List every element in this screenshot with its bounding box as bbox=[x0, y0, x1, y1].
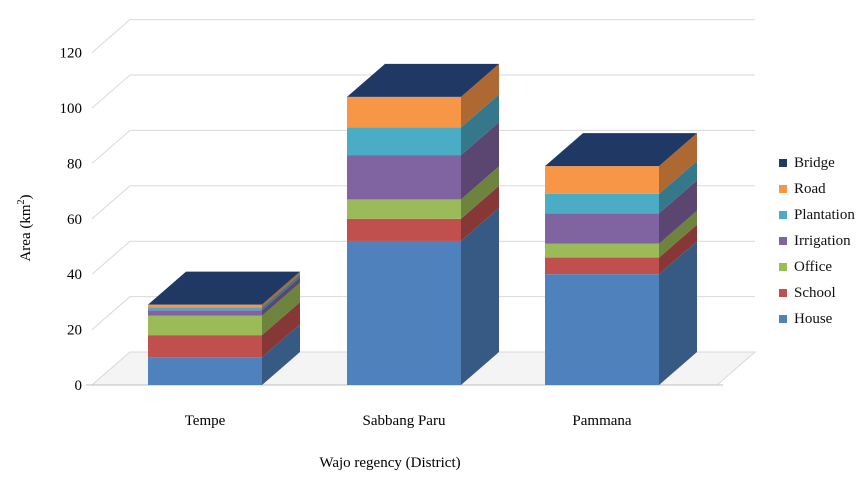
y-tick-label-1: 20 bbox=[67, 323, 82, 339]
legend-swatch bbox=[779, 315, 787, 323]
y-axis-title: Area (km2) bbox=[16, 194, 34, 261]
legend-label: School bbox=[794, 284, 836, 301]
legend-item-office: Office bbox=[779, 254, 868, 280]
bar-1-road bbox=[347, 96, 461, 128]
gridline-depth-5 bbox=[91, 74, 131, 109]
legend: Bridge Road Plantation Irrigation Office Scho… bbox=[779, 150, 868, 332]
bar-2-house bbox=[545, 274, 659, 385]
bar-side-0-irrigation bbox=[262, 277, 300, 316]
bar-side-1-irrigation bbox=[461, 122, 499, 200]
y-tick-label-4: 80 bbox=[67, 156, 82, 172]
x-axis-ticks: Tempe Sabbang Paru Pammana bbox=[185, 413, 632, 429]
bar-side-0-plantation bbox=[262, 274, 300, 311]
bar-1-house bbox=[347, 240, 461, 385]
bar-side-2-plantation bbox=[659, 160, 697, 214]
bar-side-1-office bbox=[461, 166, 499, 219]
bar-side-1-house bbox=[461, 207, 499, 385]
legend-item-house: House bbox=[779, 306, 868, 332]
legend-item-school: School bbox=[779, 280, 868, 306]
bar-stack-1 bbox=[347, 63, 499, 385]
y-tick-label-6: 120 bbox=[60, 46, 83, 62]
bar-1-office bbox=[347, 199, 461, 219]
bar-side-2-school bbox=[659, 224, 697, 275]
gridline-depth-2 bbox=[91, 240, 131, 275]
bar-0-road bbox=[148, 304, 262, 308]
legend-item-bridge: Bridge bbox=[779, 150, 868, 176]
bar-0-plantation bbox=[148, 307, 262, 311]
x-axis-title: Wajo regency (District) bbox=[319, 455, 460, 471]
bars bbox=[148, 63, 697, 385]
bar-side-0-office bbox=[262, 282, 300, 336]
bar-1-plantation bbox=[347, 127, 461, 156]
legend-label: Irrigation bbox=[794, 232, 851, 249]
legend-swatch bbox=[779, 185, 787, 193]
bar-side-2-road bbox=[659, 133, 697, 194]
gridline-depth-4 bbox=[91, 130, 131, 164]
bar-side-0-road bbox=[262, 271, 300, 308]
bar-top-0 bbox=[148, 271, 300, 305]
legend-label: Bridge bbox=[794, 154, 835, 171]
y-axis-ticks: 0 20 40 60 80 100 120 bbox=[60, 46, 83, 394]
bar-side-1-road bbox=[461, 63, 499, 128]
legend-item-plantation: Plantation bbox=[779, 202, 868, 228]
legend-swatch bbox=[779, 237, 787, 245]
bar-0-house bbox=[148, 357, 262, 385]
legend-label: House bbox=[794, 310, 833, 327]
bar-0-school bbox=[148, 335, 262, 358]
legend-swatch bbox=[779, 211, 787, 219]
bar-top-1 bbox=[347, 63, 499, 97]
bar-2-school bbox=[545, 257, 659, 275]
bar-2-office bbox=[545, 243, 659, 258]
y-tick-label-3: 60 bbox=[67, 212, 82, 228]
bar-1-school bbox=[347, 218, 461, 241]
x-tick-label-0: Tempe bbox=[185, 413, 226, 429]
bar-2-irrigation bbox=[545, 213, 659, 244]
bar-side-2-house bbox=[659, 241, 697, 385]
bar-0-irrigation bbox=[148, 310, 262, 316]
legend-item-road: Road bbox=[779, 176, 868, 202]
legend-label: Plantation bbox=[794, 206, 855, 223]
gridline-depth-1 bbox=[91, 296, 131, 330]
gridline-depth-6 bbox=[91, 19, 131, 53]
legend-swatch bbox=[779, 263, 787, 271]
bar-stack-2 bbox=[545, 133, 697, 385]
bar-side-1-plantation bbox=[461, 94, 499, 156]
x-tick-label-1: Sabbang Paru bbox=[363, 413, 446, 429]
y-tick-label-0: 0 bbox=[75, 378, 83, 394]
bar-side-0-school bbox=[262, 302, 300, 358]
bar-side-2-office bbox=[659, 210, 697, 258]
legend-label: Office bbox=[794, 258, 833, 275]
legend-label: Road bbox=[794, 180, 826, 197]
bar-stack-0 bbox=[148, 271, 300, 385]
legend-swatch bbox=[779, 159, 787, 167]
bar-1-irrigation bbox=[347, 155, 461, 200]
legend-item-irrigation: Irrigation bbox=[779, 228, 868, 254]
bar-side-1-school bbox=[461, 185, 499, 241]
bar-2-road bbox=[545, 166, 659, 194]
x-tick-label-2: Pammana bbox=[572, 413, 631, 429]
bar-side-2-irrigation bbox=[659, 180, 697, 244]
legend-swatch bbox=[779, 289, 787, 297]
bar-side-0-house bbox=[262, 324, 300, 385]
bar-2-plantation bbox=[545, 193, 659, 214]
y-tick-label-5: 100 bbox=[60, 101, 83, 117]
bar-top-2 bbox=[545, 133, 697, 167]
gridline-depth-3 bbox=[91, 185, 131, 220]
bar-0-office bbox=[148, 315, 262, 336]
y-tick-label-2: 40 bbox=[67, 267, 82, 283]
